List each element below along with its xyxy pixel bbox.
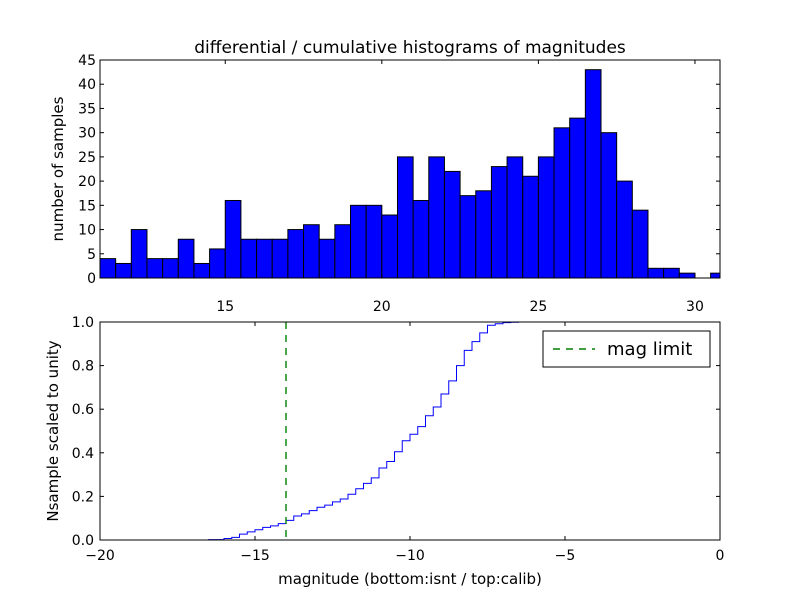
cumulative-xtick-label: −15: [240, 548, 270, 564]
cumulative-plot: 0.0 0.2 0.4 0.6 0.8 1.0 −20 −15 −10 −5 0 magnitude…: [44, 315, 724, 588]
histogram-xtick-label: 25: [529, 299, 547, 315]
histogram-ytick-label: 20: [78, 174, 96, 190]
histogram-ytick-label: 40: [78, 77, 96, 93]
cumulative-frame: [99, 321, 721, 541]
histogram-bar: [177, 238, 195, 279]
histogram-ytick-label: 5: [87, 247, 96, 263]
histogram-bar: [271, 238, 289, 279]
histogram-bar: [334, 224, 352, 279]
histogram-bar: [522, 175, 539, 279]
histogram-bar: [303, 224, 320, 279]
cumulative-axes: 0.0 0.2 0.4 0.6 0.8 1.0 −20 −15 −10 −5 0: [72, 315, 725, 564]
histogram-bar: [584, 69, 602, 279]
histogram-title: differential / cumulative histograms of …: [194, 38, 626, 58]
histogram-bar: [506, 156, 524, 279]
histogram-bar: [287, 229, 305, 279]
histogram-bar: [710, 272, 721, 279]
histogram-bar: [600, 132, 618, 279]
cumulative-xlabel: magnitude (bottom:isnt / top:calib): [278, 570, 542, 588]
histogram-bars: [99, 69, 721, 279]
histogram-bar: [631, 209, 649, 279]
histogram-bar: [647, 267, 665, 279]
histogram-bar: [146, 258, 164, 279]
cumulative-series: [100, 321, 721, 541]
histogram-bar: [428, 156, 445, 279]
cumulative-ylabel: Nsample scaled to unity: [44, 340, 62, 521]
histogram-ytick-label: 25: [78, 150, 96, 166]
histogram-bar: [412, 199, 430, 279]
histogram-bar: [256, 238, 273, 279]
histogram-axes: 0 5 10 15 20 25 30 35 40 45 15 20 25 30: [78, 53, 720, 315]
histogram-bar: [569, 117, 586, 279]
histogram-bar: [115, 262, 132, 279]
histogram-bar: [193, 262, 211, 279]
histogram-ytick-label: 15: [78, 198, 96, 214]
cumulative-xtick-label: −5: [555, 548, 576, 564]
histogram-bar: [162, 258, 179, 279]
histogram-bar: [130, 229, 148, 279]
histogram-ytick-label: 10: [78, 223, 96, 239]
histogram-bar: [475, 190, 492, 279]
histogram-bar: [663, 267, 680, 279]
histogram-bar: [553, 127, 571, 279]
histogram-ylabel: number of samples: [49, 96, 67, 241]
histogram-bar: [99, 258, 117, 279]
histogram-bar: [443, 170, 461, 279]
cumulative-ytick-label: 0.6: [72, 402, 94, 418]
histogram-bar: [224, 199, 242, 279]
histogram-bar: [616, 180, 633, 279]
cumulative-ytick-label: 0.4: [72, 446, 94, 462]
histogram-xtick-label: 20: [373, 299, 391, 315]
cumulative-ytick-label: 1.0: [72, 315, 94, 331]
cumulative-xtick-label: −10: [395, 548, 425, 564]
cumulative-step-line: [100, 321, 721, 541]
histogram-frame: [99, 59, 721, 279]
cumulative-ytick-label: 0.8: [72, 359, 94, 375]
histogram-ytick-label: 45: [78, 53, 96, 69]
histogram-bar: [396, 156, 414, 279]
cumulative-ytick-label: 0.0: [72, 533, 94, 549]
histogram-bar: [381, 214, 398, 279]
histogram-plot: differential / cumulative histograms of …: [49, 38, 721, 315]
histogram-ytick-label: 35: [78, 101, 96, 117]
histogram-bar: [459, 195, 477, 279]
histogram-ytick-label: 0: [87, 271, 96, 287]
histogram-bar: [537, 156, 555, 279]
histogram-bar: [490, 166, 508, 279]
histogram-xtick-label: 30: [686, 299, 704, 315]
histogram-bar: [350, 204, 367, 279]
histogram-bar: [365, 204, 383, 279]
legend-mag-limit-label: mag limit: [607, 339, 692, 360]
histogram-ytick-label: 30: [78, 126, 96, 142]
histogram-bar: [318, 238, 336, 279]
cumulative-xtick-label: −20: [85, 548, 115, 564]
histogram-bar: [678, 272, 696, 279]
histogram-bar: [240, 238, 258, 279]
cumulative-ytick-label: 0.2: [72, 489, 94, 505]
histogram-xtick-label: 15: [216, 299, 234, 315]
cumulative-xtick-label: 0: [716, 548, 725, 564]
histogram-bar: [209, 248, 226, 279]
legend: mag limit: [542, 330, 711, 368]
